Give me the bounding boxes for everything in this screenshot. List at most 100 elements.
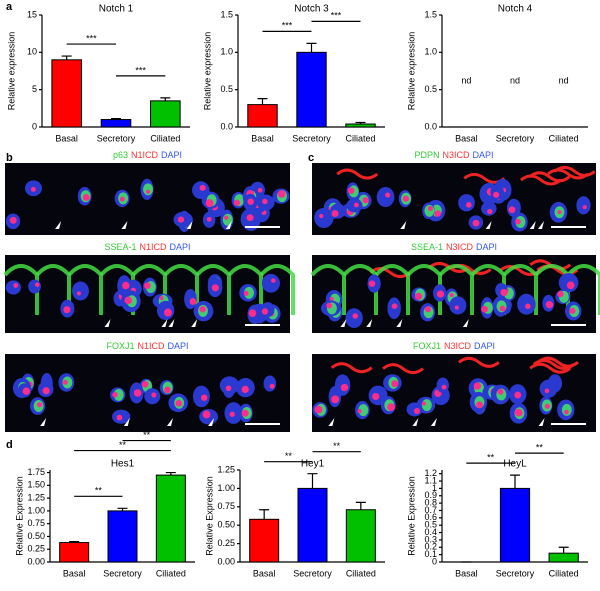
micrograph — [5, 163, 290, 235]
stain-label: p63 N1ICD DAPI — [113, 150, 182, 160]
arrowhead — [225, 221, 232, 229]
significance-label: ** — [95, 486, 103, 496]
stain-name: N1ICD — [139, 242, 167, 252]
significance-label: ** — [143, 430, 151, 440]
red-dot — [9, 216, 17, 224]
y-tick-label: 5 — [32, 84, 37, 94]
stain-label: FOXJ1 N1ICD DAPI — [106, 341, 188, 351]
red-dot — [248, 309, 257, 318]
red-dot — [582, 205, 587, 210]
x-tick-label: Ciliated — [150, 133, 180, 143]
stain-name: N3ICD — [444, 341, 472, 351]
y-tick-label: 1.25 — [217, 464, 235, 474]
x-tick-label: Secretory — [496, 133, 535, 143]
arrowhead — [40, 418, 47, 426]
stain-label: SSEA-1 N3ICD DAPI — [411, 242, 497, 252]
green-nucleus — [222, 213, 233, 226]
error-bar — [117, 507, 128, 511]
y-axis-label: Relative Expression — [204, 476, 214, 556]
chart-title: Hes1 — [111, 459, 135, 470]
error-bar — [510, 474, 520, 489]
red-stain — [457, 356, 500, 368]
red-dot — [569, 307, 576, 314]
red-dot — [257, 187, 263, 193]
arrowhead — [55, 221, 62, 229]
chart-title: Notch 1 — [99, 4, 134, 15]
stain-name: DAPI — [168, 341, 189, 351]
nucleus — [5, 280, 21, 295]
red-dot — [119, 196, 125, 202]
nucleus — [376, 187, 395, 208]
red-dot — [159, 296, 164, 301]
nucleus — [72, 281, 89, 301]
y-tick-label: 1.2 — [424, 468, 437, 478]
y-axis-label: Relative Expression — [14, 476, 24, 556]
bar — [59, 542, 90, 563]
y-tick-label: 1.5 — [424, 9, 437, 19]
red-dot — [13, 283, 19, 288]
y-tick-label: 1.75 — [27, 467, 45, 477]
y-tick-label: 1 — [432, 483, 437, 493]
y-tick-label: 1.0 — [220, 47, 233, 57]
error-bar — [355, 501, 366, 510]
nucleus — [458, 194, 475, 212]
red-dot — [515, 218, 521, 225]
red-dot — [387, 403, 396, 412]
red-dot — [262, 198, 268, 205]
arrowhead — [328, 418, 335, 426]
stain-label: SSEA-1 N1ICD DAPI — [104, 242, 190, 252]
red-dot — [151, 392, 157, 398]
arrowhead — [121, 221, 128, 229]
stain-name: N3ICD — [446, 242, 474, 252]
significance-label: ** — [536, 443, 544, 453]
red-dot — [247, 198, 254, 205]
x-tick-label: Ciliated — [346, 568, 376, 578]
red-dot — [199, 184, 206, 191]
red-dot — [413, 408, 420, 415]
y-tick-label: 0.6 — [424, 512, 437, 522]
nucleus — [539, 379, 558, 398]
bar — [155, 474, 186, 563]
arrowhead — [123, 418, 130, 426]
stain-label: PDPN N3ICD DAPI — [414, 150, 493, 160]
micrograph — [312, 163, 596, 235]
y-tick-label: 0.5 — [424, 520, 437, 530]
red-dot — [352, 313, 359, 319]
arrowhead — [161, 319, 168, 327]
error-bar — [69, 540, 80, 543]
y-tick-label: 0.50 — [27, 531, 45, 541]
nucleus — [330, 203, 346, 219]
red-dot — [500, 288, 508, 297]
nucleus — [314, 207, 334, 228]
red-dot — [326, 302, 333, 309]
red-dot — [347, 187, 355, 194]
red-dot — [421, 401, 426, 406]
error-bar — [111, 118, 121, 120]
error-bar — [160, 97, 171, 101]
y-tick-label: 15 — [27, 9, 37, 19]
y-tick-label: 0.00 — [217, 556, 235, 566]
red-dot — [241, 385, 249, 394]
x-tick-label: Secretory — [496, 568, 535, 578]
red-dot — [189, 298, 197, 305]
red-dot — [487, 208, 493, 215]
red-dot — [557, 290, 564, 298]
y-tick-label: 0.3 — [424, 534, 437, 544]
red-dot — [372, 392, 380, 401]
red-dot — [63, 306, 71, 314]
stain-name: DAPI — [476, 242, 497, 252]
red-dot — [30, 186, 36, 192]
error-bar — [306, 42, 317, 53]
red-dot — [269, 383, 275, 389]
chart-title: Hey1 — [301, 459, 325, 470]
green-nucleus — [113, 388, 124, 401]
x-tick-label: Secretory — [103, 568, 142, 578]
bar — [345, 509, 376, 563]
red-dot — [434, 210, 442, 217]
red-dot — [246, 214, 254, 222]
red-dot — [241, 409, 249, 417]
red-stain — [532, 358, 575, 370]
arrowhead — [186, 221, 193, 229]
arrowhead — [168, 319, 175, 327]
red-dot — [385, 192, 391, 198]
